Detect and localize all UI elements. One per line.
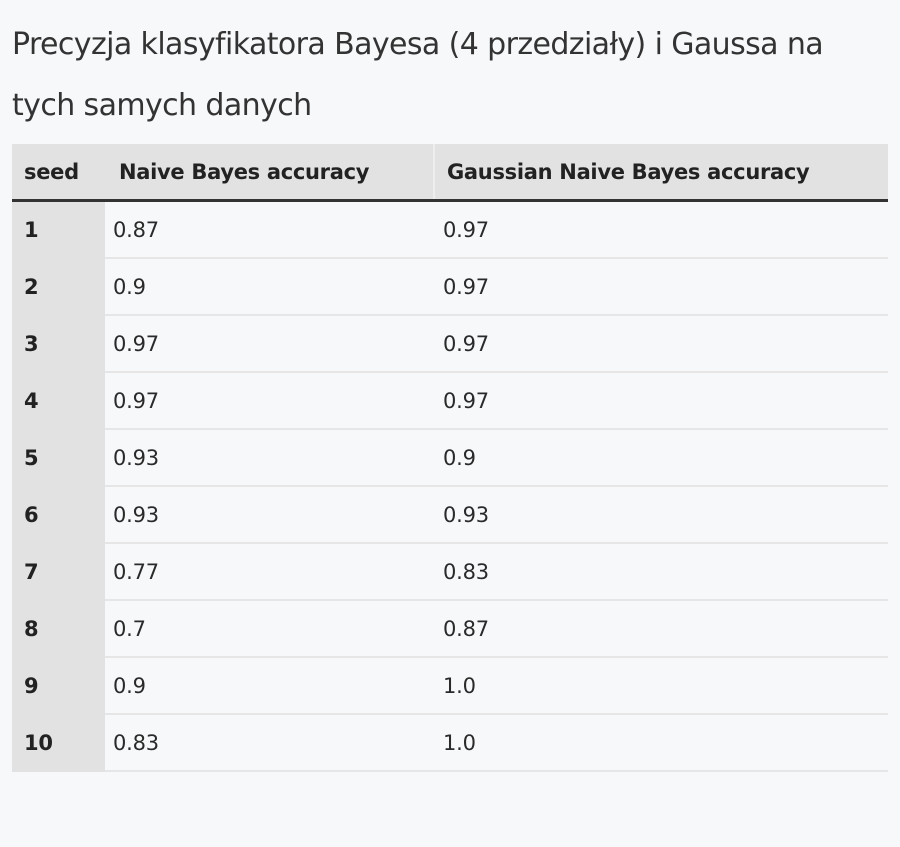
naive-bayes-cell: 0.83 (105, 714, 434, 772)
seed-cell: 8 (12, 600, 105, 658)
gaussian-cell: 0.97 (434, 372, 888, 430)
seed-cell: 3 (12, 315, 105, 373)
naive-bayes-cell: 0.97 (105, 372, 434, 430)
naive-bayes-cell: 0.7 (105, 600, 434, 658)
table-row: 3 0.97 0.97 (12, 315, 888, 373)
table-row: 10 0.83 1.0 (12, 714, 888, 772)
gaussian-cell: 0.97 (434, 200, 888, 259)
table-row: 1 0.87 0.97 (12, 200, 888, 259)
seed-cell: 2 (12, 258, 105, 316)
table-row: 7 0.77 0.83 (12, 543, 888, 601)
naive-bayes-cell: 0.9 (105, 258, 434, 316)
naive-bayes-cell: 0.9 (105, 657, 434, 715)
gaussian-cell: 0.9 (434, 429, 888, 487)
naive-bayes-cell: 0.93 (105, 486, 434, 544)
naive-bayes-cell: 0.93 (105, 429, 434, 487)
column-header-naive-bayes: Naive Bayes accuracy (105, 144, 435, 202)
table-row: 2 0.9 0.97 (12, 258, 888, 316)
naive-bayes-cell: 0.77 (105, 543, 434, 601)
table-row: 8 0.7 0.87 (12, 600, 888, 658)
seed-cell: 1 (12, 200, 105, 259)
table-row: 9 0.9 1.0 (12, 657, 888, 715)
table-row: 6 0.93 0.93 (12, 486, 888, 544)
table-row: 4 0.97 0.97 (12, 372, 888, 430)
gaussian-cell: 0.83 (434, 543, 888, 601)
seed-cell: 5 (12, 429, 105, 487)
seed-cell: 6 (12, 486, 105, 544)
gaussian-cell: 1.0 (434, 657, 888, 715)
naive-bayes-cell: 0.87 (105, 200, 434, 259)
gaussian-cell: 1.0 (434, 714, 888, 772)
column-header-seed: seed (12, 144, 105, 202)
page-title: Precyzja klasyfikatora Bayesa (4 przedzi… (12, 27, 824, 123)
gaussian-cell: 0.97 (434, 258, 888, 316)
column-header-gaussian-naive-bayes: Gaussian Naive Bayes accuracy (434, 144, 888, 202)
results-table: seed Naive Bayes accuracy Gaussian Naive… (12, 144, 888, 772)
gaussian-cell: 0.93 (434, 486, 888, 544)
seed-cell: 7 (12, 543, 105, 601)
seed-cell: 4 (12, 372, 105, 430)
seed-cell: 9 (12, 657, 105, 715)
gaussian-cell: 0.87 (434, 600, 888, 658)
table-header-row: seed Naive Bayes accuracy Gaussian Naive… (12, 144, 888, 202)
naive-bayes-cell: 0.97 (105, 315, 434, 373)
gaussian-cell: 0.97 (434, 315, 888, 373)
table-row: 5 0.93 0.9 (12, 429, 888, 487)
seed-cell: 10 (12, 714, 105, 772)
